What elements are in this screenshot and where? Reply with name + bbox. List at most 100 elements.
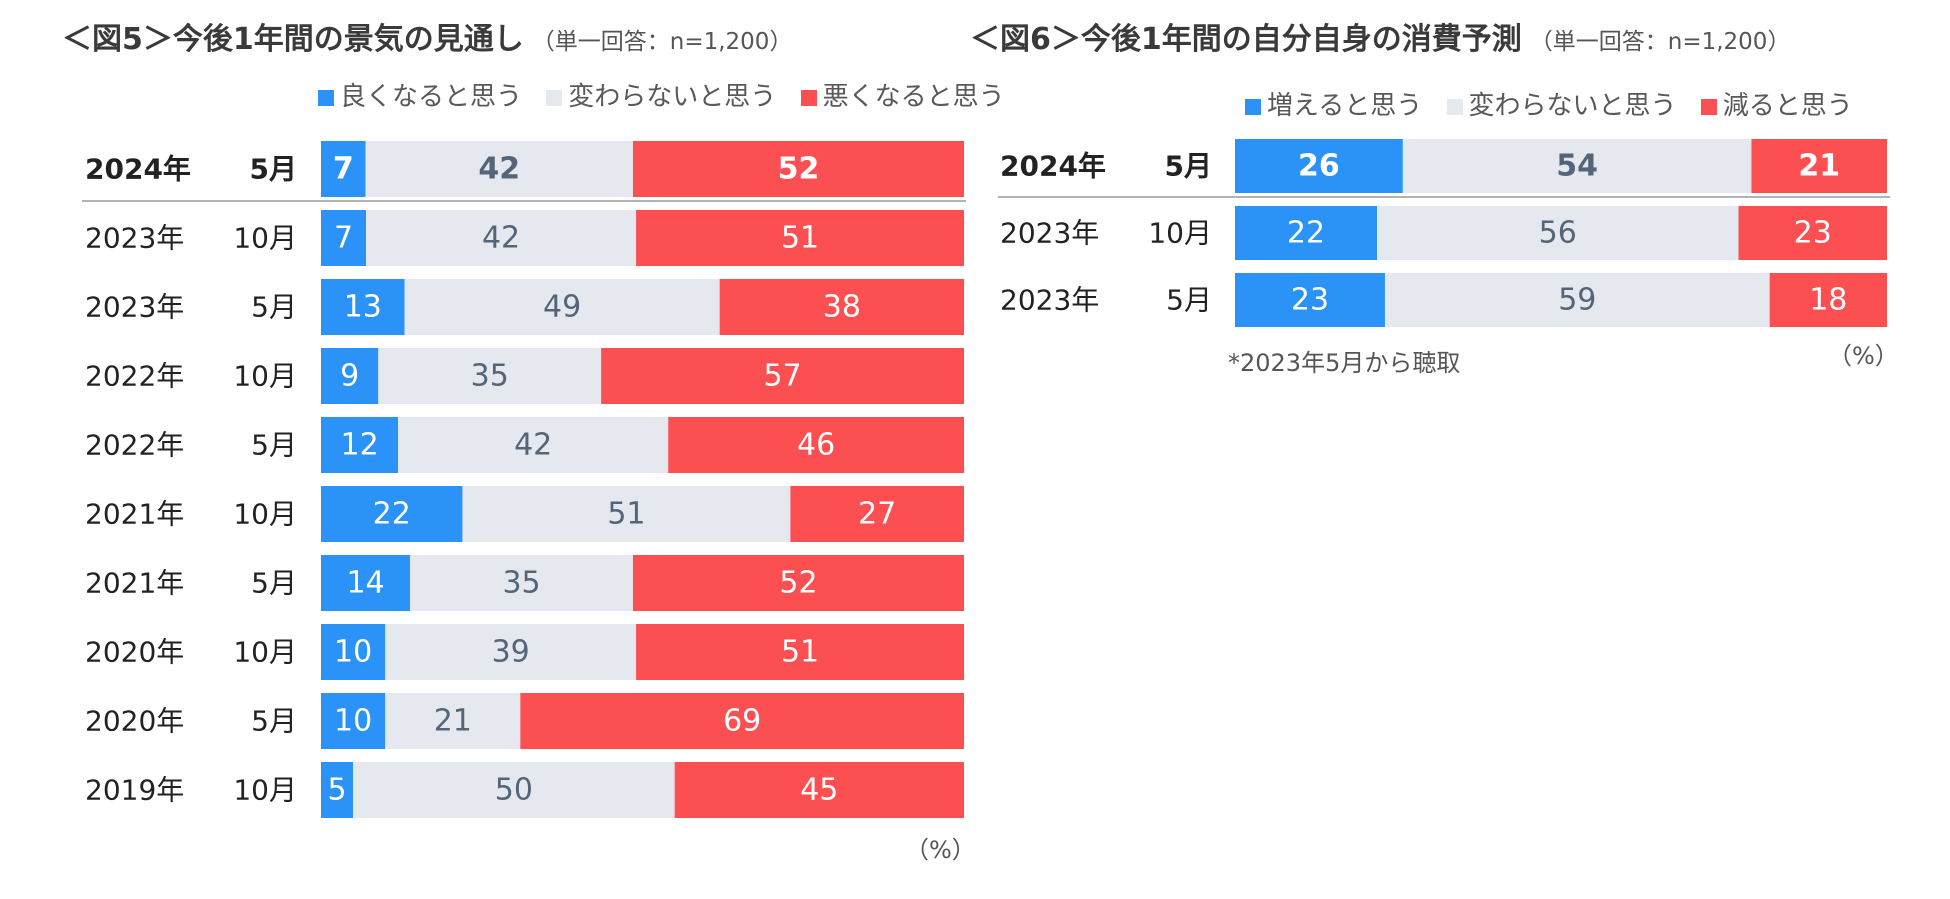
data-label: 21 [434, 704, 472, 739]
chart5-title-text: ＜図5＞今後1年間の景気の見通し [62, 22, 524, 57]
data-label: 51 [607, 497, 645, 532]
category-month-label: 10月 [233, 636, 297, 669]
data-label: 13 [344, 290, 382, 325]
data-label: 51 [781, 635, 819, 670]
data-label: 7 [333, 152, 354, 187]
data-label: 22 [373, 497, 411, 532]
chart6-bars: 2024年 5月 26 54 21 2023年 10月 22 56 23 2023年 5月 23 59 18 [998, 139, 1890, 327]
bar-segment [321, 762, 354, 818]
category-month-label: 5月 [1165, 150, 1212, 183]
bar-segment [321, 555, 411, 611]
category-month-label: 10月 [233, 360, 297, 393]
legend-item: 減ると思う [1700, 85, 1853, 122]
category-year-label: 2023年 [1000, 284, 1099, 317]
legend-item: 良くなると思う [318, 76, 522, 113]
data-label: 35 [502, 566, 540, 601]
data-label: 54 [1556, 149, 1598, 184]
bar-segment [404, 279, 720, 335]
data-label: 26 [1298, 149, 1340, 184]
data-label: 49 [543, 290, 581, 325]
bar-segment [1751, 139, 1887, 193]
chart6-subtitle: （単一回答：n=1,200） [1529, 29, 1791, 55]
bar-segment [1402, 139, 1752, 193]
data-label: 23 [1794, 216, 1832, 251]
bar-segment [410, 555, 633, 611]
bar-segment [321, 348, 379, 404]
chart5-title: ＜図5＞今後1年間の景気の見通し （単一回答：n=1,200） [62, 14, 792, 58]
data-label: 5 [328, 773, 347, 808]
bar-segment [365, 141, 633, 197]
legend-label: 変わらないと思う [568, 82, 777, 112]
category-year-label: 2022年 [85, 360, 184, 393]
category-year-label: 2023年 [85, 291, 184, 324]
category-month-label: 5月 [251, 291, 297, 324]
legend-swatch-unchanged [1446, 99, 1463, 115]
bar-segment [668, 417, 964, 473]
data-label: 10 [334, 635, 372, 670]
legend-label: 変わらないと思う [1468, 91, 1677, 121]
category-year-label: 2022年 [85, 429, 184, 462]
data-label: 12 [340, 428, 378, 463]
data-label: 27 [858, 497, 896, 532]
data-label: 51 [781, 221, 819, 256]
category-year-label: 2021年 [85, 567, 184, 600]
category-month-label: 5月 [251, 429, 297, 462]
data-label: 23 [1291, 283, 1329, 318]
legend-item: 変わらないと思う [546, 76, 776, 113]
category-year-label: 2024年 [1000, 150, 1106, 183]
chart5-bars: 2024年 5月 7 42 52 2023年 10月 7 42 51 2023年 5月 13 49 38 20… [82, 141, 966, 818]
data-label: 35 [471, 359, 509, 394]
data-label: 38 [823, 290, 861, 325]
category-year-label: 2020年 [85, 636, 184, 669]
bar-segment [601, 348, 964, 404]
chart6-legend: 増えると思う 変わらないと思う 減ると思う [1245, 85, 1853, 122]
data-label: 14 [346, 566, 384, 601]
bar-segment [321, 141, 366, 197]
chart5-subtitle: （単一回答：n=1,200） [531, 29, 793, 55]
bar-segment [321, 693, 386, 749]
category-month-label: 10月 [233, 774, 297, 807]
bar-segment [520, 693, 964, 749]
category-month-label: 5月 [1166, 284, 1212, 317]
data-label: 39 [492, 635, 530, 670]
category-year-label: 2023年 [85, 222, 184, 255]
bar-segment [1738, 206, 1887, 260]
bar-segment [321, 486, 463, 542]
data-label: 56 [1539, 216, 1577, 251]
chart6-unit-label: （%） [1828, 342, 1899, 370]
bar-segment [1235, 273, 1385, 327]
bar-segment [353, 762, 675, 818]
data-label: 57 [763, 359, 801, 394]
chart5-legend: 良くなると思う 変わらないと思う 悪くなると思う [318, 76, 1005, 113]
bar-segment [321, 279, 405, 335]
data-label: 22 [1287, 216, 1325, 251]
category-month-label: 5月 [251, 567, 297, 600]
data-label: 46 [797, 428, 835, 463]
category-month-label: 5月 [250, 153, 297, 186]
data-label: 52 [778, 152, 820, 187]
bar-segment [385, 624, 637, 680]
category-month-label: 5月 [251, 705, 297, 738]
bar-segment [1235, 206, 1378, 260]
chart6-note: *2023年5月から聴取 [1228, 349, 1461, 377]
data-label: 7 [334, 221, 353, 256]
bar-segment [636, 210, 964, 266]
bar-segment [632, 555, 964, 611]
chart5-unit-label: （%） [905, 836, 976, 864]
category-year-label: 2024年 [85, 153, 191, 186]
data-label: 10 [334, 704, 372, 739]
data-label: 18 [1809, 283, 1847, 318]
category-year-label: 2021年 [85, 498, 184, 531]
bar-segment [378, 348, 602, 404]
legend-item: 悪くなると思う [800, 76, 1005, 113]
data-label: 59 [1558, 283, 1596, 318]
legend-swatch-decrease [1700, 99, 1717, 115]
bar-segment [1384, 273, 1770, 327]
legend-label: 増えると思う [1267, 91, 1423, 121]
bar-segment [674, 762, 964, 818]
category-month-label: 10月 [1148, 217, 1212, 250]
data-label: 9 [340, 359, 359, 394]
bar-segment [321, 417, 399, 473]
data-label: 42 [478, 152, 520, 187]
